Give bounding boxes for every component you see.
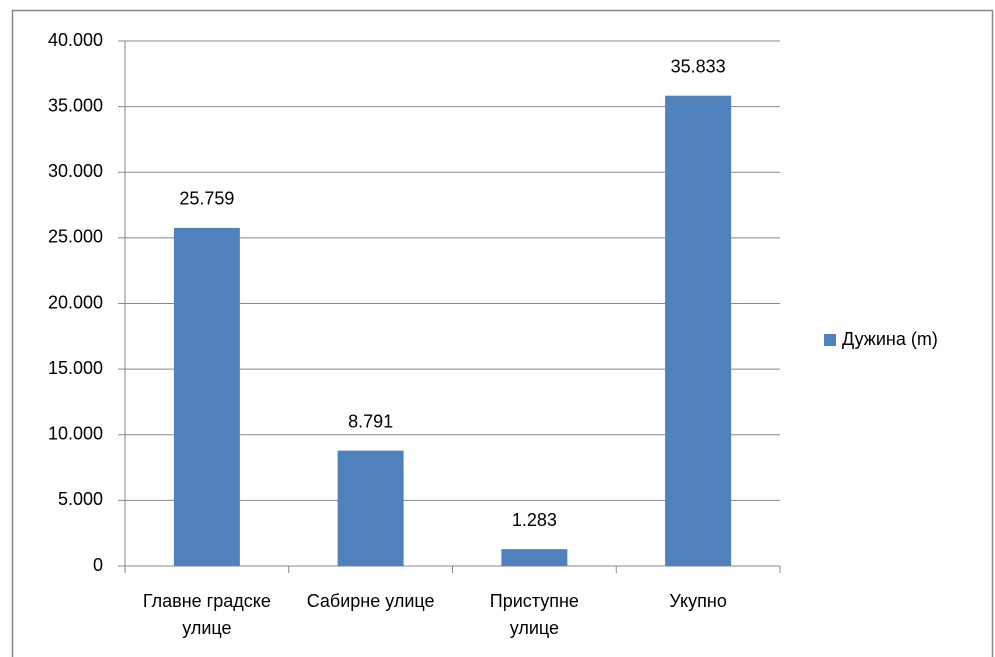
y-tick-label: 30.000 <box>48 161 103 181</box>
x-tick-label: Главне градске улице <box>142 591 271 638</box>
x-tick-label: Сабирне улице <box>306 591 435 611</box>
legend-swatch <box>824 334 836 346</box>
data-label: 35.833 <box>671 56 726 76</box>
data-label: 1.283 <box>512 510 557 530</box>
y-tick-label: 5.000 <box>58 489 103 509</box>
y-tick-label: 35.000 <box>48 95 103 115</box>
bar <box>665 95 732 567</box>
bar <box>337 450 404 566</box>
bar <box>501 549 568 566</box>
y-tick-label: 0 <box>93 555 103 575</box>
y-tick-label: 10.000 <box>48 424 103 444</box>
data-label: 8.791 <box>348 411 393 431</box>
y-tick-label: 20.000 <box>48 292 103 312</box>
x-tick-label: Укупно <box>669 591 727 611</box>
y-tick-label: 15.000 <box>48 358 103 378</box>
y-tick-label: 25.000 <box>48 227 103 247</box>
x-tick-label: Приступне улице <box>489 591 579 638</box>
data-label: 25.759 <box>179 189 234 209</box>
y-tick-label: 40.000 <box>48 30 103 50</box>
bar <box>173 227 240 566</box>
legend-label: Дужина (m) <box>842 329 938 349</box>
